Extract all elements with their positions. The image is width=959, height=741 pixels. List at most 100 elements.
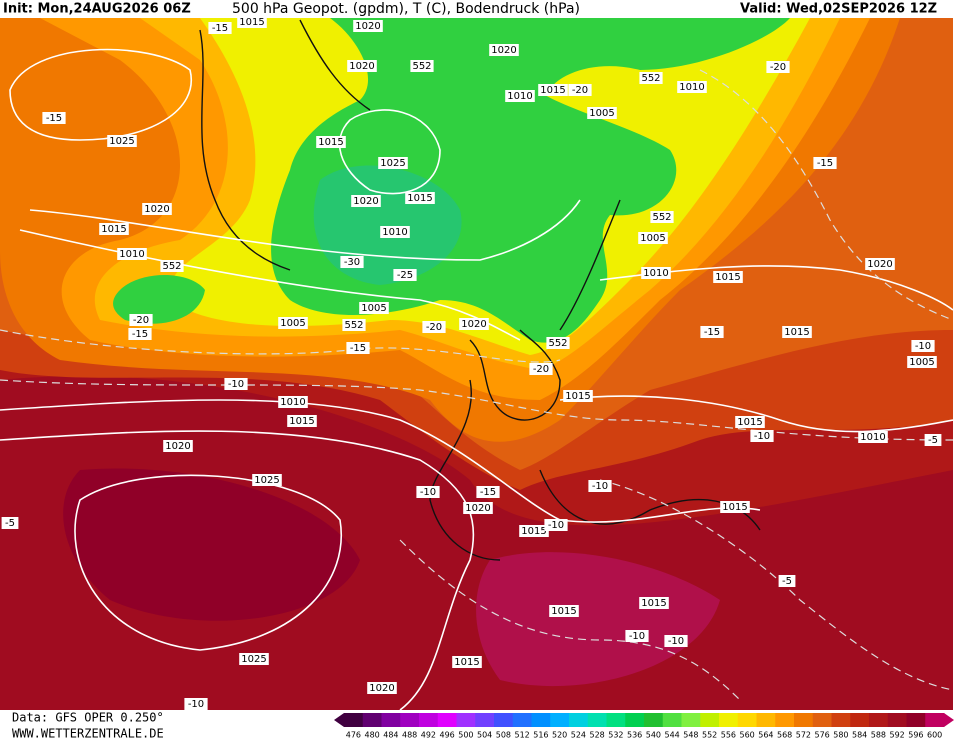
- map-label-box: [529, 363, 553, 375]
- map-label: 1005: [361, 303, 386, 314]
- website: WWW.WETTERZENTRALE.DE: [12, 727, 164, 741]
- map-label-box: [367, 682, 397, 694]
- map-label: 1010: [679, 82, 704, 93]
- map-label: 1010: [643, 268, 668, 279]
- map-label: 1020: [349, 61, 374, 72]
- colorbar-label: 584: [852, 731, 867, 740]
- map-label: 552: [641, 73, 660, 84]
- map-label: 1015: [565, 391, 590, 402]
- data-source: Data: GFS OPER 0.250°: [12, 711, 164, 725]
- map-label-box: [588, 480, 612, 492]
- colorbar-cell: [587, 713, 607, 727]
- colorbar-label: 500: [458, 731, 473, 740]
- colorbar-label: 516: [533, 731, 548, 740]
- map-label: 1015: [318, 137, 343, 148]
- map-label-box: [538, 84, 568, 96]
- product: 500 hPa Geopot. (gpdm), T (C), Bodendruc…: [232, 1, 580, 17]
- map-label-box: [505, 90, 535, 102]
- colorbar-cell: [850, 713, 870, 727]
- map-label-box: [353, 20, 383, 32]
- map-label: -20: [572, 85, 588, 96]
- map-label-box: [1, 517, 19, 529]
- map-label: 1020: [465, 503, 490, 514]
- map-label-box: [252, 474, 282, 486]
- map-label-box: [650, 211, 674, 223]
- map-label: -30: [344, 257, 360, 268]
- map-label-box: [378, 157, 408, 169]
- map-label: 1015: [715, 272, 740, 283]
- colorbar-label: 532: [608, 731, 623, 740]
- field-600: [476, 552, 720, 687]
- colorbar-label: 492: [421, 731, 436, 740]
- map-label: -25: [397, 270, 413, 281]
- map-label-box: [107, 135, 137, 147]
- map-label: -20: [426, 322, 442, 333]
- colorbar-label: 580: [833, 731, 848, 740]
- map-label: -10: [754, 431, 770, 442]
- colorbar-label: 588: [871, 731, 886, 740]
- colorbar-label: 480: [364, 731, 379, 740]
- map-label-box: [858, 431, 888, 443]
- map-label: -15: [350, 343, 366, 354]
- map-label-box: [208, 22, 232, 34]
- colorbar-label: 600: [927, 731, 942, 740]
- colorbar-cell: [831, 713, 851, 727]
- colorbar-label: 556: [721, 731, 736, 740]
- colorbar-cell: [644, 713, 664, 727]
- map-label: 1005: [909, 357, 934, 368]
- map-label-box: [813, 157, 837, 169]
- field-552-west: [113, 275, 205, 324]
- colorbar-label: 484: [383, 731, 398, 740]
- colorbar-label: 544: [664, 731, 679, 740]
- colorbar-label: 528: [589, 731, 604, 740]
- colorbar-cell: [362, 713, 382, 727]
- map-label-box: [735, 416, 765, 428]
- map-label-box: [625, 630, 649, 642]
- map-label-box: [782, 326, 812, 338]
- map-label: 1015: [641, 598, 666, 609]
- colorbar-cell: [475, 713, 495, 727]
- map-label-box: [359, 302, 389, 314]
- map-label: 1025: [254, 475, 279, 486]
- map-label: 1015: [521, 526, 546, 537]
- map-label-box: [489, 44, 519, 56]
- map-label: -15: [132, 329, 148, 340]
- map-label: 1020: [461, 319, 486, 330]
- map-label: 1015: [101, 224, 126, 235]
- colorbar-label: 508: [496, 731, 511, 740]
- map-label: 1015: [737, 417, 762, 428]
- map-label-box: [639, 72, 663, 84]
- map-label: 1015: [540, 85, 565, 96]
- map-label: -15: [480, 487, 496, 498]
- map-label-box: [351, 195, 381, 207]
- map-label-box: [641, 267, 671, 279]
- map-label: 1005: [640, 233, 665, 244]
- map-label: 1025: [241, 654, 266, 665]
- colorbar-label: 560: [739, 731, 754, 740]
- map-label-box: [519, 525, 549, 537]
- map-label-box: [340, 256, 364, 268]
- map-label: -5: [928, 435, 938, 446]
- map-label-box: [563, 390, 593, 402]
- colorbar-cell: [456, 713, 476, 727]
- colorbar: 476 480 484 488 492 496 500 504 508 512 516 520 524 5…: [334, 713, 954, 740]
- map-label-box: [347, 60, 377, 72]
- colorbar-cell: [719, 713, 739, 727]
- map-label: 1015: [289, 416, 314, 427]
- map-label-box: [568, 84, 592, 96]
- map-label-box: [142, 203, 172, 215]
- map-label-box: [544, 519, 568, 531]
- colorbar-label: 512: [514, 731, 529, 740]
- colorbar-label: 520: [552, 731, 567, 740]
- map-label-box: [42, 112, 66, 124]
- init-time: Init: Mon,24AUG2026 06Z: [3, 2, 191, 17]
- colorbar-cell: [606, 713, 626, 727]
- header-bar: [0, 0, 959, 18]
- colorbar-label: 504: [477, 731, 492, 740]
- colorbar-cell: [681, 713, 701, 727]
- colorbar-label: 524: [571, 731, 586, 740]
- map-label-box: [346, 342, 370, 354]
- map-label-box: [99, 223, 129, 235]
- map-label: -20: [770, 62, 786, 73]
